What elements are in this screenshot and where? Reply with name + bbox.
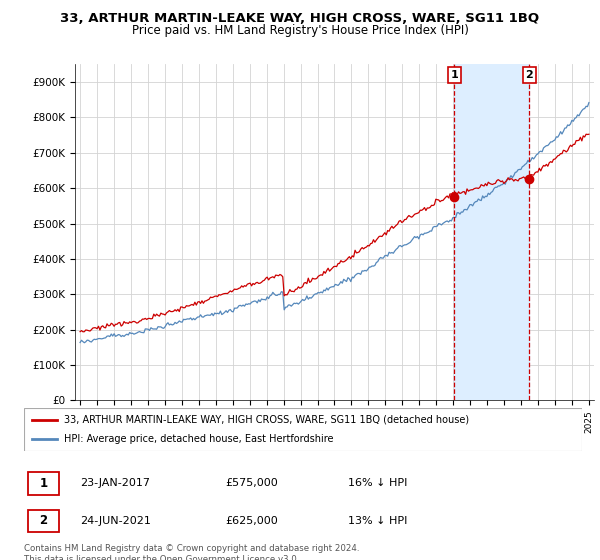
Text: Price paid vs. HM Land Registry's House Price Index (HPI): Price paid vs. HM Land Registry's House … bbox=[131, 24, 469, 36]
Text: 2: 2 bbox=[40, 515, 47, 528]
Bar bbox=[28, 510, 59, 533]
Text: 16% ↓ HPI: 16% ↓ HPI bbox=[347, 478, 407, 488]
Text: 13% ↓ HPI: 13% ↓ HPI bbox=[347, 516, 407, 526]
Text: 33, ARTHUR MARTIN-LEAKE WAY, HIGH CROSS, WARE, SG11 1BQ: 33, ARTHUR MARTIN-LEAKE WAY, HIGH CROSS,… bbox=[61, 12, 539, 25]
Bar bbox=[28, 472, 59, 494]
Text: £625,000: £625,000 bbox=[225, 516, 278, 526]
Text: 24-JUN-2021: 24-JUN-2021 bbox=[80, 516, 151, 526]
Text: 1: 1 bbox=[40, 477, 47, 489]
Text: Contains HM Land Registry data © Crown copyright and database right 2024.
This d: Contains HM Land Registry data © Crown c… bbox=[24, 544, 359, 560]
Text: 33, ARTHUR MARTIN-LEAKE WAY, HIGH CROSS, WARE, SG11 1BQ (detached house): 33, ARTHUR MARTIN-LEAKE WAY, HIGH CROSS,… bbox=[64, 415, 469, 424]
Text: 23-JAN-2017: 23-JAN-2017 bbox=[80, 478, 150, 488]
Text: £575,000: £575,000 bbox=[225, 478, 278, 488]
Text: 2: 2 bbox=[526, 70, 533, 80]
Text: HPI: Average price, detached house, East Hertfordshire: HPI: Average price, detached house, East… bbox=[64, 435, 334, 444]
Bar bbox=[454, 64, 529, 400]
Text: 1: 1 bbox=[451, 70, 458, 80]
